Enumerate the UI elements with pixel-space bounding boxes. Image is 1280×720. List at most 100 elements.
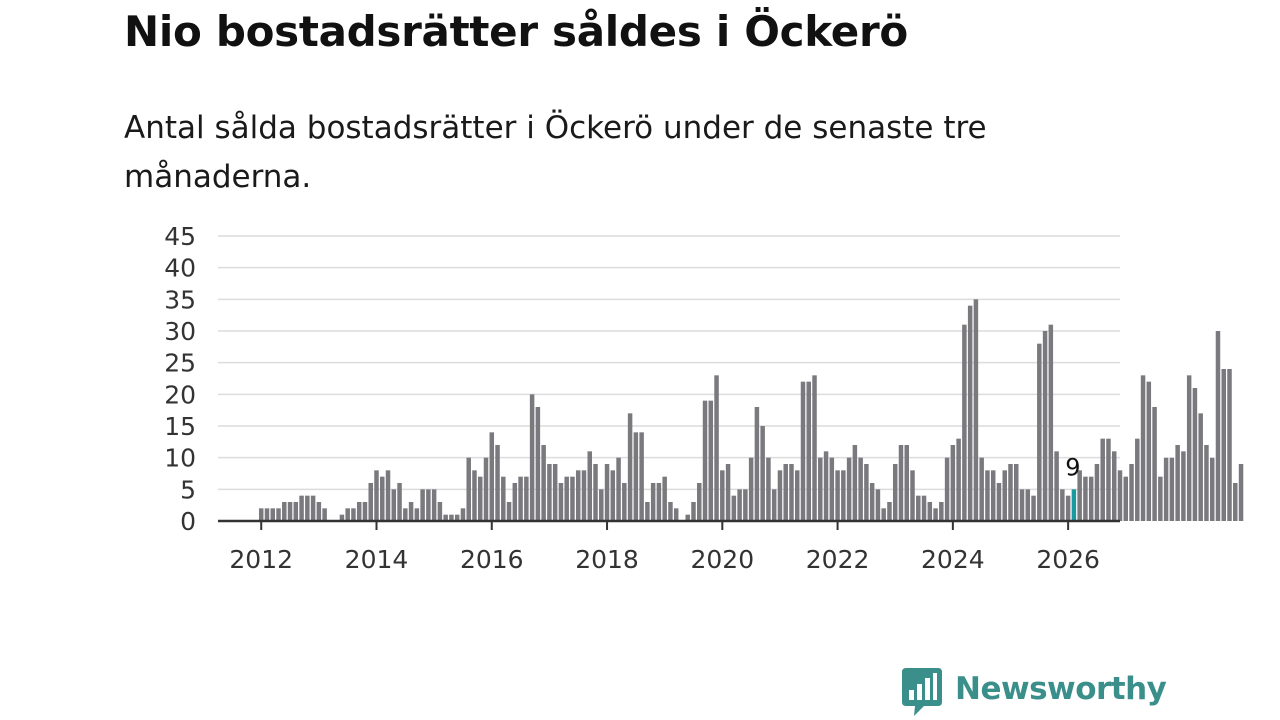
bar bbox=[362, 502, 368, 521]
bar bbox=[887, 502, 892, 521]
bar bbox=[1083, 476, 1088, 521]
bar bbox=[564, 476, 569, 521]
bar bbox=[1014, 464, 1019, 521]
bar bbox=[1198, 413, 1203, 521]
bar bbox=[812, 375, 817, 521]
bar bbox=[823, 451, 829, 521]
bar bbox=[985, 470, 990, 521]
bar bbox=[264, 508, 270, 521]
bar bbox=[904, 445, 909, 521]
bar bbox=[345, 508, 350, 521]
bar bbox=[789, 464, 794, 521]
bar bbox=[639, 432, 644, 521]
bar bbox=[524, 476, 529, 521]
newsworthy-brand: Newsworthy bbox=[902, 668, 1167, 718]
bar bbox=[777, 470, 783, 521]
bar bbox=[1031, 495, 1036, 521]
y-tick-label: 20 bbox=[164, 380, 196, 409]
bar bbox=[1054, 451, 1059, 521]
bar bbox=[449, 514, 454, 521]
y-tick-label: 25 bbox=[164, 349, 196, 378]
bar bbox=[794, 470, 800, 521]
bar bbox=[368, 483, 373, 521]
bar bbox=[766, 457, 771, 521]
bar bbox=[737, 489, 742, 521]
bar bbox=[460, 508, 466, 521]
bar bbox=[414, 508, 420, 521]
bar bbox=[397, 483, 402, 521]
bar bbox=[512, 483, 518, 521]
bar bbox=[1065, 495, 1071, 521]
bar bbox=[483, 457, 489, 521]
x-tick-label: 2012 bbox=[229, 545, 293, 574]
bar bbox=[783, 464, 788, 521]
bar bbox=[806, 381, 812, 521]
bar bbox=[293, 502, 299, 521]
y-tick-label: 0 bbox=[180, 507, 196, 536]
bar bbox=[287, 502, 293, 521]
bar bbox=[437, 502, 443, 521]
bar bbox=[604, 464, 610, 521]
bar bbox=[1238, 464, 1244, 521]
bar bbox=[310, 495, 316, 521]
bar bbox=[443, 514, 448, 521]
bar bbox=[282, 502, 287, 521]
bar bbox=[881, 508, 886, 521]
bar bbox=[270, 508, 276, 521]
bar bbox=[380, 476, 385, 521]
bar bbox=[1146, 381, 1152, 521]
bar bbox=[864, 464, 869, 521]
bar bbox=[1117, 470, 1123, 521]
bar bbox=[656, 483, 662, 521]
bar bbox=[731, 495, 737, 521]
bar bbox=[1088, 476, 1094, 521]
bar bbox=[1123, 476, 1129, 521]
bar bbox=[818, 457, 823, 521]
x-tick-label: 2014 bbox=[345, 545, 409, 574]
bar bbox=[1135, 438, 1140, 521]
bar bbox=[633, 432, 639, 521]
bar bbox=[748, 457, 754, 521]
bar bbox=[506, 502, 512, 521]
bar bbox=[541, 445, 546, 521]
bar bbox=[996, 483, 1002, 521]
bar bbox=[426, 489, 431, 521]
bar bbox=[892, 464, 898, 521]
bar bbox=[720, 470, 725, 521]
bar bbox=[1186, 375, 1192, 521]
bar bbox=[944, 457, 950, 521]
x-tick-label: 2022 bbox=[806, 545, 870, 574]
bar bbox=[702, 400, 708, 521]
bar bbox=[322, 508, 327, 521]
bar bbox=[403, 508, 408, 521]
bar bbox=[356, 502, 362, 521]
bar bbox=[973, 299, 979, 521]
bar bbox=[627, 413, 633, 521]
bar bbox=[408, 502, 414, 521]
bar bbox=[558, 483, 564, 521]
bar bbox=[708, 400, 714, 521]
bar bbox=[495, 445, 500, 521]
bar bbox=[898, 445, 904, 521]
x-tick-label: 2026 bbox=[1036, 545, 1100, 574]
y-tick-label: 5 bbox=[180, 475, 196, 504]
bar bbox=[743, 489, 748, 521]
bar bbox=[391, 489, 397, 521]
bar bbox=[1204, 445, 1209, 521]
bar bbox=[1169, 457, 1175, 521]
bar bbox=[1152, 407, 1157, 521]
x-tick-label: 2018 bbox=[575, 545, 639, 574]
highlight-value-label: 9 bbox=[1065, 453, 1080, 481]
bar bbox=[1192, 388, 1198, 521]
bar bbox=[956, 438, 961, 521]
bar bbox=[1227, 369, 1232, 521]
bar bbox=[1215, 331, 1221, 521]
bar bbox=[575, 470, 581, 521]
bar bbox=[800, 381, 806, 521]
bar bbox=[1048, 324, 1054, 521]
bar bbox=[645, 502, 650, 521]
bar bbox=[258, 508, 264, 521]
bar bbox=[829, 457, 835, 521]
highlight-bar bbox=[1071, 489, 1077, 521]
